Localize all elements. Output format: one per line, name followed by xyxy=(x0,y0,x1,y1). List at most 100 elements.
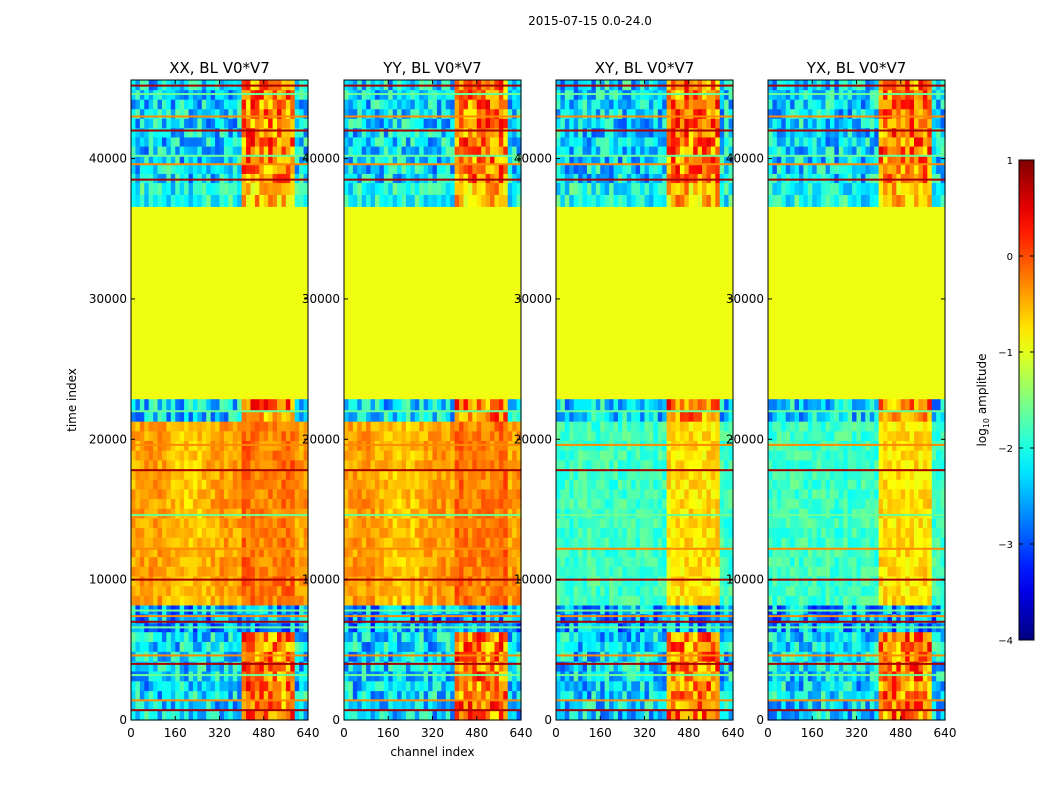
heatmap-cell xyxy=(237,421,243,432)
heatmap-cell xyxy=(476,700,482,711)
heatmap-cell xyxy=(436,517,442,529)
heatmap-cell xyxy=(507,661,513,672)
heatmap-cell xyxy=(232,566,238,577)
heatmap-cell xyxy=(432,575,438,587)
heatmap-cell xyxy=(148,99,154,110)
heatmap-cell xyxy=(512,546,518,558)
heatmap-cell xyxy=(161,575,167,587)
heatmap-cell xyxy=(702,556,708,567)
heatmap-cell xyxy=(272,99,278,110)
heatmap-cell xyxy=(467,469,473,480)
heatmap-cell xyxy=(463,409,469,422)
heatmap-cell xyxy=(139,173,145,184)
heatmap-cell xyxy=(383,566,389,577)
rfi-stripe xyxy=(131,443,308,446)
heatmap-cell xyxy=(467,99,473,110)
heatmap-cell xyxy=(344,459,350,471)
heatmap-cell xyxy=(657,469,663,480)
heatmap-cell xyxy=(498,155,504,165)
heatmap-cell xyxy=(516,145,522,156)
heatmap-cell xyxy=(688,631,694,643)
heatmap-cell xyxy=(490,508,496,519)
heatmap-cell xyxy=(197,421,203,432)
heatmap-cell xyxy=(644,631,650,643)
heatmap-cell xyxy=(631,527,637,538)
heatmap-cell xyxy=(432,670,438,682)
heatmap-cell xyxy=(192,173,198,184)
heatmap-cell xyxy=(600,479,606,490)
heatmap-cell xyxy=(662,575,668,587)
heatmap-cell xyxy=(684,595,690,606)
heatmap-cell xyxy=(609,566,615,577)
heatmap-cell xyxy=(352,690,358,701)
heatmap-cell xyxy=(450,641,456,652)
heatmap-cell xyxy=(144,517,150,529)
heatmap-cell xyxy=(344,527,350,538)
heatmap-cell xyxy=(490,127,496,138)
heatmap-cell xyxy=(161,488,167,500)
heatmap-cell xyxy=(675,631,681,643)
heatmap-cell xyxy=(206,631,212,643)
heatmap-cell xyxy=(454,182,460,195)
heatmap-cell xyxy=(192,479,198,490)
heatmap-cell xyxy=(268,670,274,682)
heatmap-cell xyxy=(135,575,141,587)
heatmap-cell xyxy=(232,690,238,701)
heatmap-cell xyxy=(481,575,487,587)
heatmap-cell xyxy=(383,690,389,701)
heatmap-cell xyxy=(648,479,654,490)
heatmap-cell xyxy=(223,641,229,652)
heatmap-cell xyxy=(666,450,672,461)
heatmap-cell xyxy=(263,670,269,682)
heatmap-cell xyxy=(135,421,141,432)
heatmap-cell xyxy=(476,680,482,692)
heatmap-cell xyxy=(144,488,150,500)
heatmap-cell xyxy=(490,398,496,411)
heatmap-cell xyxy=(459,430,465,442)
heatmap-cell xyxy=(666,517,672,529)
heatmap-cell xyxy=(383,488,389,500)
heatmap-cell xyxy=(299,182,305,195)
heatmap-cell xyxy=(281,670,287,682)
heatmap-cell xyxy=(259,118,265,129)
heatmap-cell xyxy=(697,556,703,567)
heatmap-cell xyxy=(201,127,207,138)
heatmap-cell xyxy=(432,641,438,652)
heatmap-cell xyxy=(299,661,305,672)
heatmap-cell xyxy=(352,155,358,165)
heatmap-cell xyxy=(697,508,703,519)
heatmap-cell xyxy=(135,459,141,471)
heatmap-cell xyxy=(192,145,198,156)
heatmap-cell xyxy=(206,459,212,471)
heatmap-cell xyxy=(635,690,641,701)
heatmap-cell xyxy=(503,641,509,652)
heatmap-cell xyxy=(454,700,460,711)
heatmap-cell xyxy=(675,661,681,672)
heatmap-cell xyxy=(604,566,610,577)
x-tick-label: 640 xyxy=(510,726,533,740)
heatmap-cell xyxy=(459,459,465,471)
heatmap-cell xyxy=(679,661,685,672)
heatmap-cell xyxy=(370,164,376,174)
heatmap-cell xyxy=(374,566,380,577)
heatmap-cell xyxy=(706,585,712,596)
heatmap-cell xyxy=(201,556,207,567)
heatmap-cell xyxy=(666,459,672,471)
heatmap-cell xyxy=(201,700,207,711)
heatmap-cell xyxy=(139,498,145,509)
heatmap-cell xyxy=(569,566,575,577)
heatmap-cell xyxy=(467,575,473,587)
heatmap-cell xyxy=(463,173,469,184)
heatmap-cell xyxy=(617,700,623,711)
heatmap-cell xyxy=(179,575,185,587)
heatmap-cell xyxy=(679,469,685,480)
heatmap-cell xyxy=(401,99,407,110)
heatmap-cell xyxy=(653,700,659,711)
heatmap-cell xyxy=(179,99,185,110)
heatmap-cell xyxy=(405,585,411,596)
heatmap-cell xyxy=(228,182,234,195)
heatmap-cell xyxy=(166,613,172,624)
heatmap-cell xyxy=(201,537,207,548)
heatmap-cell xyxy=(507,613,513,624)
heatmap-cell xyxy=(179,155,185,165)
